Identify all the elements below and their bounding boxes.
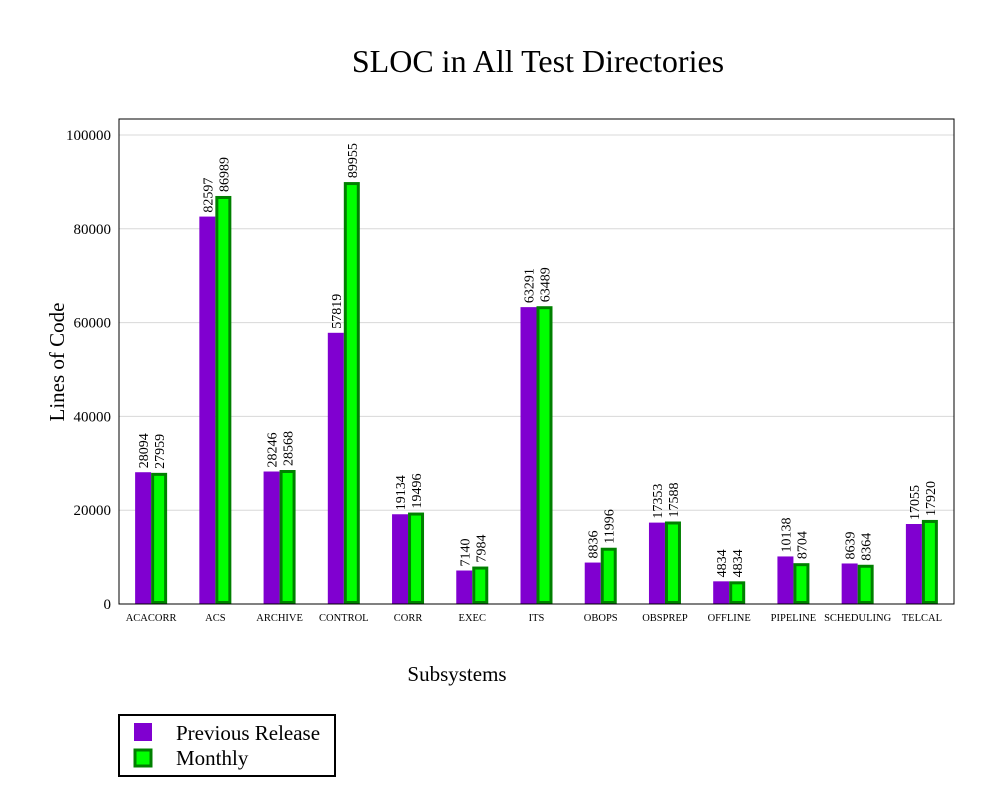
legend-label-previous-release: Previous Release — [176, 721, 320, 745]
bar-monthly — [215, 195, 232, 604]
bar-previous-release — [456, 570, 473, 604]
data-label: 17588 — [667, 483, 682, 518]
x-tick-label: CONTROL — [319, 613, 369, 624]
data-label: 4834 — [731, 549, 746, 577]
y-axis-label: Lines of Code — [45, 303, 69, 422]
data-label: 8364 — [860, 533, 875, 561]
x-axis-ticks: ACACORR ACS ARCHIVE CONTROL CORR EXEC ITS OBOPS… — [126, 613, 942, 624]
bar-previous-release — [263, 471, 280, 604]
legend-label-monthly: Monthly — [176, 746, 249, 770]
bar-monthly — [408, 512, 425, 605]
bar-monthly — [151, 472, 168, 605]
bar-monthly — [921, 519, 938, 605]
data-label: 63489 — [539, 267, 554, 302]
data-label: 27959 — [153, 434, 168, 469]
bar-previous-release — [777, 556, 794, 604]
bar-monthly — [279, 470, 296, 604]
bar-previous-release — [392, 514, 409, 604]
y-tick-label: 40000 — [74, 409, 112, 425]
x-tick-label: TELCAL — [902, 613, 942, 624]
x-tick-label: ITS — [529, 613, 545, 624]
legend: Previous Release Monthly — [118, 714, 336, 777]
bar-previous-release — [520, 307, 537, 604]
bar-monthly — [857, 564, 874, 605]
x-axis-label: Subsystems — [407, 662, 506, 686]
data-label: 17920 — [924, 481, 939, 516]
y-axis-ticks: 0 20000 40000 60000 80000 100000 — [66, 128, 111, 613]
bar-previous-release — [648, 522, 665, 604]
bars — [135, 182, 938, 605]
data-label: 63291 — [523, 268, 538, 303]
bar-previous-release — [841, 563, 858, 604]
bar-monthly — [343, 182, 360, 605]
data-label: 28246 — [266, 433, 281, 468]
x-tick-label: ACS — [205, 613, 226, 624]
bar-monthly — [793, 563, 810, 605]
data-label: 10138 — [779, 517, 794, 552]
bar-previous-release — [135, 472, 152, 604]
data-label: 7140 — [458, 539, 473, 567]
plot-frame — [118, 118, 955, 605]
x-tick-label: OBSPREP — [642, 613, 688, 624]
data-label: 8639 — [844, 531, 859, 559]
y-tick-label: 100000 — [66, 128, 111, 144]
data-label: 8704 — [795, 531, 810, 559]
data-label: 19134 — [394, 475, 409, 510]
bar-monthly — [729, 581, 746, 604]
y-tick-label: 80000 — [74, 222, 112, 238]
data-label: 19496 — [410, 474, 425, 509]
y-tick-label: 60000 — [74, 316, 112, 332]
bar-monthly — [600, 547, 617, 604]
bar-monthly — [472, 566, 489, 604]
data-label: 28568 — [282, 431, 297, 466]
data-label: 17055 — [908, 485, 923, 520]
y-tick-label: 20000 — [74, 503, 112, 519]
data-label: 82597 — [201, 178, 216, 213]
bar-previous-release — [584, 562, 601, 604]
bar-previous-release — [905, 524, 922, 604]
data-label: 4834 — [715, 549, 730, 577]
x-tick-label: PIPELINE — [771, 613, 817, 624]
data-label: 11996 — [603, 509, 618, 543]
x-tick-label: ACACORR — [126, 613, 177, 624]
bar-monthly — [536, 306, 553, 604]
chart-title: SLOC in All Test Directories — [352, 43, 724, 79]
data-label: 89955 — [346, 143, 361, 178]
x-tick-label: OFFLINE — [708, 613, 751, 624]
data-label: 8836 — [587, 531, 602, 559]
bar-previous-release — [713, 581, 730, 604]
data-label: 7984 — [474, 535, 489, 563]
x-tick-label: SCHEDULING — [824, 613, 891, 624]
x-tick-label: OBOPS — [584, 613, 618, 624]
bar-previous-release — [327, 332, 344, 604]
x-tick-label: CORR — [394, 613, 423, 624]
y-tick-label: 0 — [104, 597, 112, 613]
data-label: 17353 — [651, 484, 666, 519]
legend-swatch-previous-release — [134, 723, 152, 741]
data-label: 28094 — [137, 433, 152, 468]
bar-monthly — [664, 521, 681, 605]
legend-swatch-monthly — [133, 748, 153, 768]
x-tick-label: EXEC — [459, 613, 486, 624]
x-tick-label: ARCHIVE — [256, 613, 303, 624]
bar-previous-release — [199, 216, 216, 604]
data-label: 57819 — [330, 294, 345, 329]
data-label: 86989 — [217, 157, 232, 192]
